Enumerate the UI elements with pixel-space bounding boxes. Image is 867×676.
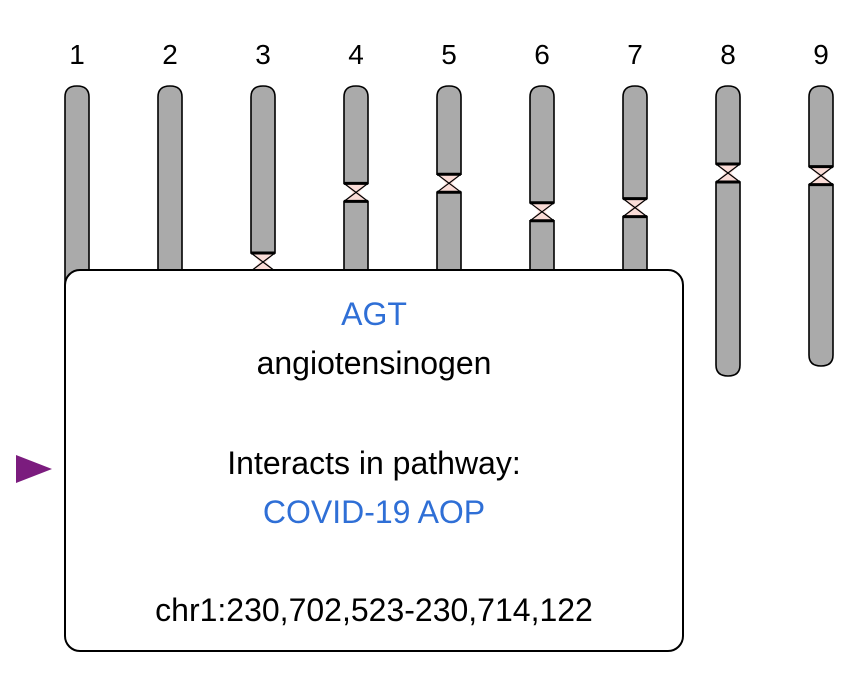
centromere-outline bbox=[622, 198, 648, 218]
chromosome-p-arm bbox=[343, 85, 369, 185]
centromere-outline bbox=[529, 202, 555, 222]
chromosome-label-7: 7 bbox=[627, 39, 643, 70]
chromosome-label-4: 4 bbox=[348, 39, 364, 70]
chromosome-p-arm bbox=[808, 85, 834, 168]
gene-full-name: angiotensinogen bbox=[256, 345, 492, 381]
gene-tooltip: AGT angiotensinogen Interacts in pathway… bbox=[64, 269, 684, 652]
chromosome-label-8: 8 bbox=[720, 39, 736, 70]
pathway-heading: Interacts in pathway: bbox=[227, 445, 521, 481]
chromosome-8[interactable]: 8 bbox=[715, 39, 741, 377]
chromosome-9[interactable]: 9 bbox=[808, 39, 834, 367]
chromosome-p-arm bbox=[157, 85, 183, 292]
chromosome-q-arm bbox=[715, 181, 741, 377]
pathway-link[interactable]: COVID-19 AOP bbox=[262, 494, 486, 530]
chromosome-p-arm bbox=[250, 85, 276, 254]
chromosome-label-9: 9 bbox=[813, 39, 829, 70]
chromosome-label-6: 6 bbox=[534, 39, 550, 70]
chromosome-label-2: 2 bbox=[162, 39, 178, 70]
centromere-outline bbox=[715, 163, 741, 183]
chromosome-p-arm bbox=[436, 85, 462, 175]
centromere-outline bbox=[436, 173, 462, 193]
centromere-outline bbox=[808, 166, 834, 186]
chromosome-p-arm bbox=[622, 85, 648, 200]
chromosome-label-3: 3 bbox=[255, 39, 271, 70]
chromosome-q-arm bbox=[808, 183, 834, 367]
chromosome-p-arm bbox=[529, 85, 555, 204]
centromere-outline bbox=[250, 252, 276, 272]
annotation-markers bbox=[16, 455, 52, 483]
gene-symbol-link[interactable]: AGT bbox=[341, 296, 407, 332]
genomic-locus: chr1:230,702,523-230,714,122 bbox=[155, 592, 593, 628]
chromosome-label-1: 1 bbox=[69, 39, 85, 70]
centromere-outline bbox=[343, 182, 369, 202]
chromosome-p-arm bbox=[715, 85, 741, 165]
gene-annotation-marker[interactable] bbox=[16, 455, 52, 483]
chromosome-label-5: 5 bbox=[441, 39, 457, 70]
